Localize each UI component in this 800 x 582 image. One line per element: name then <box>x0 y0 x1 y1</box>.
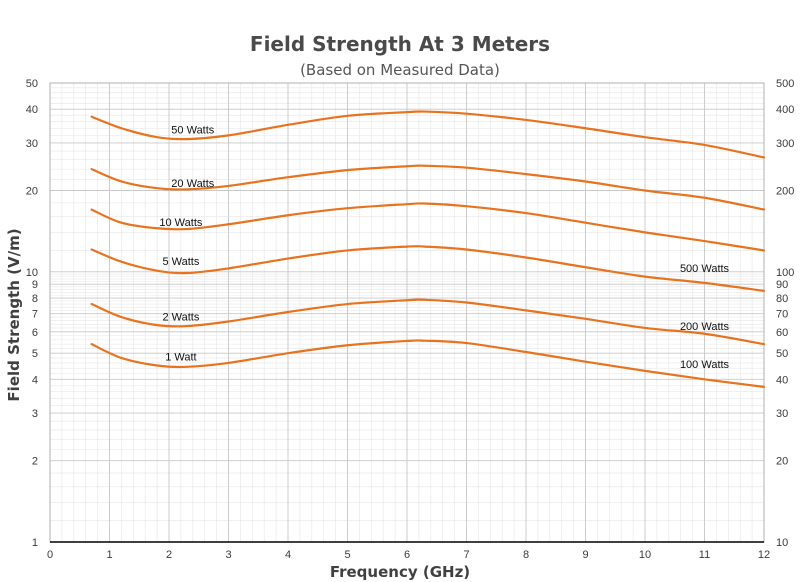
y-tick-label-right: 200 <box>776 186 794 198</box>
series-label: 10 Watts <box>159 217 202 229</box>
series-label: 2 Watts <box>162 312 199 324</box>
y-tick-label-left: 6 <box>32 327 38 339</box>
y-tick-label-left: 9 <box>32 279 38 291</box>
y-tick-label-left: 50 <box>26 78 38 90</box>
x-tick-label: 2 <box>166 549 172 561</box>
y-tick-label-left: 3 <box>32 408 38 420</box>
series-line <box>90 110 766 159</box>
y-tick-label-left: 4 <box>32 374 38 386</box>
series-line <box>90 339 766 389</box>
series-label: 50 Watts <box>171 125 214 137</box>
chart-subtitle: (Based on Measured Data) <box>300 61 500 79</box>
y-tick-label-right: 20 <box>776 456 788 468</box>
series-layer <box>90 110 766 389</box>
y-tick-label-left: 7 <box>32 309 38 321</box>
series-label: 5 Watts <box>162 256 199 268</box>
x-axis-label: Frequency (GHz) <box>330 563 470 581</box>
y-tick-label-left: 40 <box>26 104 38 116</box>
y-tick-label-right: 70 <box>776 309 788 321</box>
y-tick-label-right: 90 <box>776 279 788 291</box>
series-annotation: 500 Watts <box>680 263 730 275</box>
y-tick-label-left: 20 <box>26 186 38 198</box>
y-tick-label-left: 8 <box>32 293 38 305</box>
x-tick-label: 6 <box>404 549 410 561</box>
y-tick-label-left: 10 <box>26 267 38 279</box>
x-tick-label: 11 <box>699 549 710 561</box>
x-tick-label: 5 <box>344 549 350 561</box>
x-tick-label: 12 <box>758 549 770 561</box>
x-tick-label: 10 <box>639 549 651 561</box>
y-tick-label-right: 30 <box>776 408 788 420</box>
y-tick-label-left: 1 <box>32 537 38 549</box>
y-tick-label-right: 100 <box>776 267 794 279</box>
x-tick-label: 0 <box>47 549 53 561</box>
grid <box>49 82 765 543</box>
series-label: 20 Watts <box>171 178 214 190</box>
y-tick-label-right: 10 <box>776 537 788 549</box>
x-tick-label: 8 <box>523 549 529 561</box>
ticks-layer: 0 1 2 3 4 5 6 7 8 9 10 11 12123456789102030405010203… <box>26 78 795 561</box>
series-annotation: 200 Watts <box>680 321 730 333</box>
y-tick-label-left: 30 <box>26 138 38 150</box>
y-tick-label-right: 500 <box>776 78 794 90</box>
series-line <box>90 202 766 252</box>
y-tick-label-right: 300 <box>776 138 794 150</box>
y-axis-label: Field Strength (V/m) <box>5 228 23 401</box>
y-tick-label-right: 40 <box>776 374 788 386</box>
x-tick-label: 1 <box>106 549 112 561</box>
series-label: 1 Watt <box>165 351 196 363</box>
x-tick-label: 7 <box>463 549 469 561</box>
series-annotation: 100 Watts <box>680 359 730 371</box>
y-tick-label-right: 400 <box>776 104 794 116</box>
y-tick-label-left: 2 <box>32 456 38 468</box>
y-tick-label-right: 80 <box>776 293 788 305</box>
series-line <box>90 164 766 211</box>
chart-title: Field Strength At 3 Meters <box>250 32 550 56</box>
x-tick-label: 3 <box>225 549 231 561</box>
y-tick-label-right: 50 <box>776 348 788 360</box>
series-line <box>90 245 766 293</box>
y-tick-label-right: 60 <box>776 327 788 339</box>
x-tick-label: 9 <box>582 549 588 561</box>
series-line <box>90 298 766 346</box>
y-tick-label-left: 5 <box>32 348 38 360</box>
labels-layer: 50 Watts 20 Watts 10 Watts 5 Watts 2 Watts 1 … <box>159 125 729 372</box>
x-tick-label: 4 <box>285 549 291 561</box>
